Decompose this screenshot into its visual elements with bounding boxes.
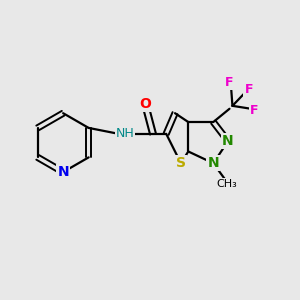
Text: S: S: [176, 156, 186, 170]
Text: NH: NH: [116, 127, 134, 140]
Text: F: F: [244, 83, 253, 96]
Text: CH₃: CH₃: [216, 179, 237, 189]
Text: O: O: [140, 98, 152, 111]
Text: F: F: [250, 104, 259, 117]
Text: N: N: [222, 134, 234, 148]
Text: N: N: [57, 165, 69, 179]
Text: F: F: [225, 76, 234, 89]
Text: N: N: [208, 156, 219, 170]
